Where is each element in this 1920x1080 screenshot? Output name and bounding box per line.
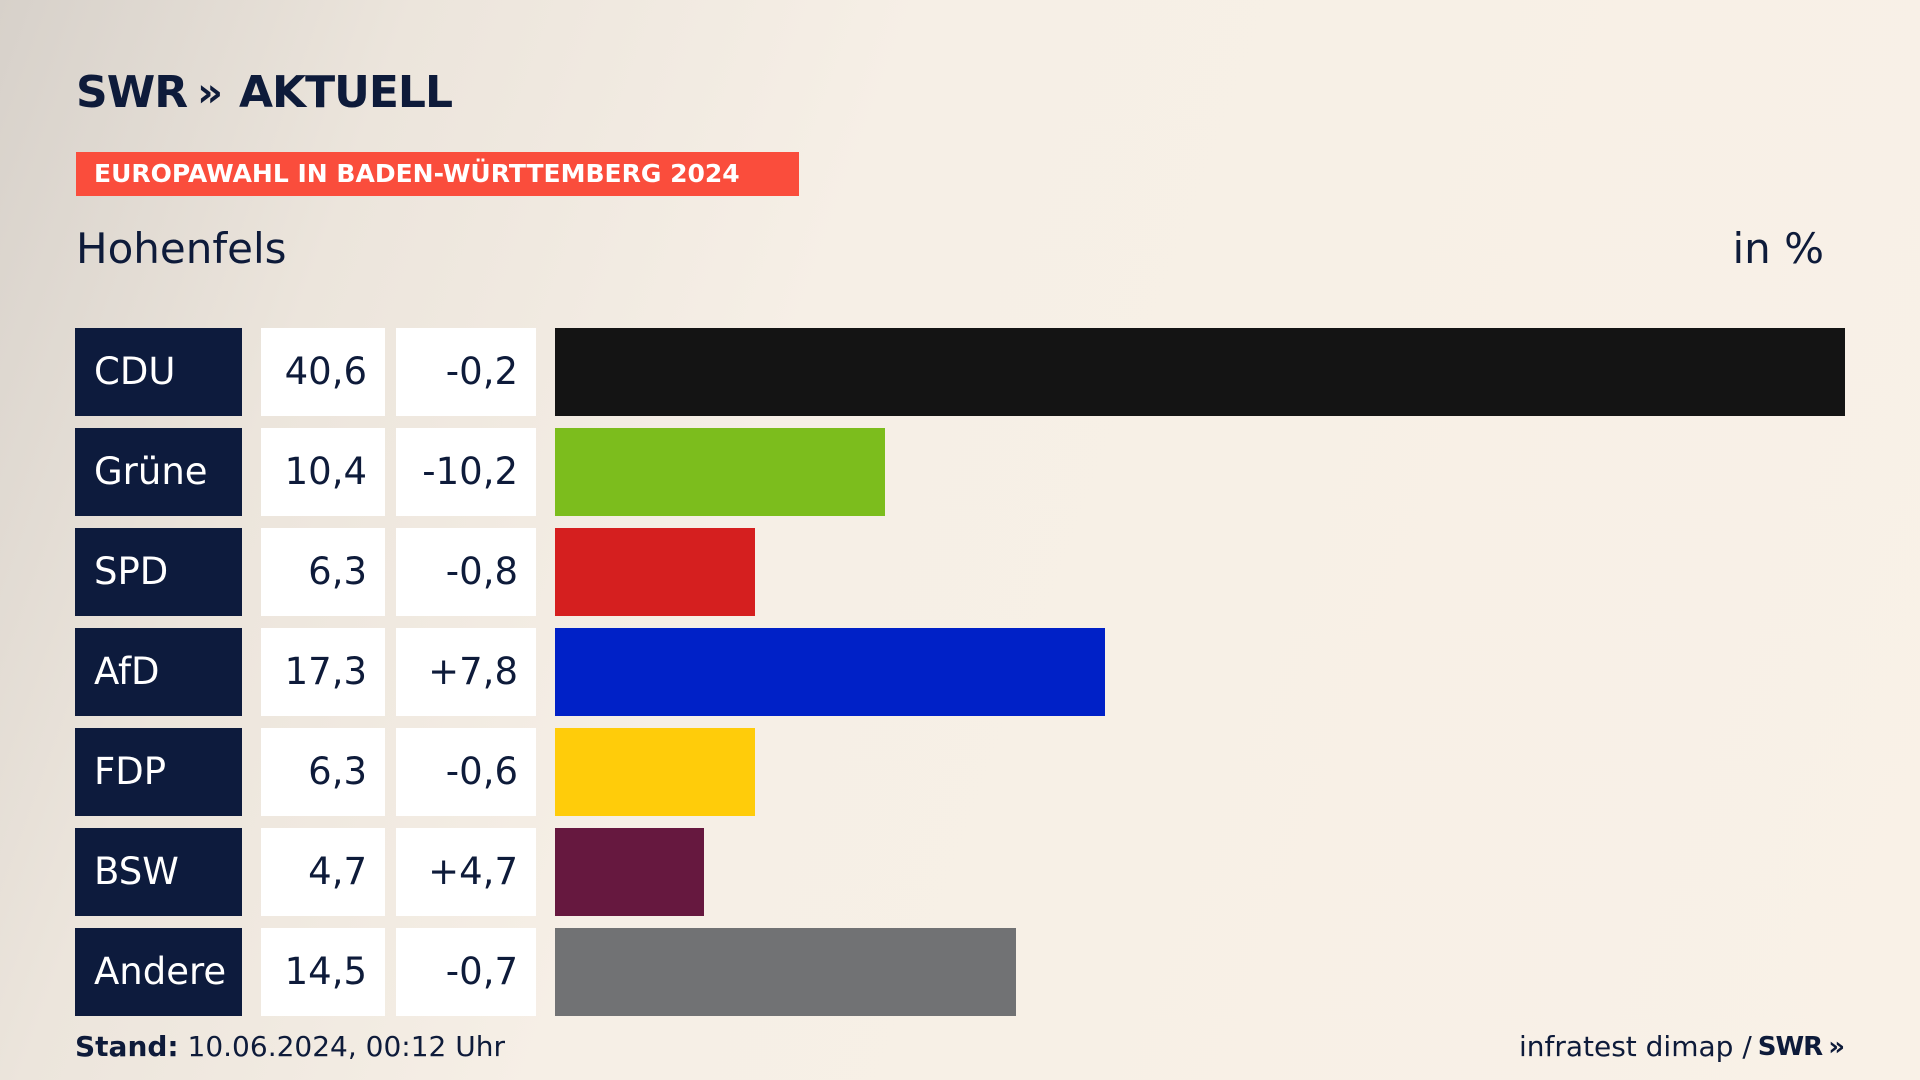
party-label: FDP xyxy=(75,728,242,816)
party-label: AfD xyxy=(75,628,242,716)
source-text: infratest dimap / xyxy=(1518,1030,1752,1063)
party-label: SPD xyxy=(75,528,242,616)
region-title: Hohenfels xyxy=(76,224,287,273)
vote-share-value: 4,7 xyxy=(261,828,385,916)
result-row: FDP 6,3 -0,6 xyxy=(0,728,1920,816)
result-row: Andere 14,5 -0,7 xyxy=(0,928,1920,1016)
source-swr-logo: SWR xyxy=(1757,1032,1823,1062)
change-value: -10,2 xyxy=(396,428,536,516)
vote-share-value: 17,3 xyxy=(261,628,385,716)
result-bar xyxy=(555,928,1016,1016)
vote-share-value: 6,3 xyxy=(261,528,385,616)
result-row: SPD 6,3 -0,8 xyxy=(0,528,1920,616)
result-row: Grüne 10,4 -10,2 xyxy=(0,428,1920,516)
vote-share-value: 6,3 xyxy=(261,728,385,816)
result-row: BSW 4,7 +4,7 xyxy=(0,828,1920,916)
result-row: AfD 17,3 +7,8 xyxy=(0,628,1920,716)
change-value: -0,7 xyxy=(396,928,536,1016)
unit-label: in % xyxy=(1732,224,1824,273)
result-bar xyxy=(555,628,1105,716)
result-bar xyxy=(555,828,704,916)
source-chevron-icon: » xyxy=(1828,1032,1845,1062)
source-credit: infratest dimap / SWR» xyxy=(1518,1030,1845,1064)
change-value: +7,8 xyxy=(396,628,536,716)
party-label: Andere xyxy=(75,928,242,1016)
logo-swr: SWR xyxy=(76,67,188,118)
result-bar xyxy=(555,728,755,816)
change-value: -0,2 xyxy=(396,328,536,416)
result-row: CDU 40,6 -0,2 xyxy=(0,328,1920,416)
vote-share-value: 10,4 xyxy=(261,428,385,516)
stand-label: Stand: xyxy=(75,1030,179,1063)
change-value: -0,8 xyxy=(396,528,536,616)
result-bar xyxy=(555,528,755,616)
party-label: BSW xyxy=(75,828,242,916)
result-bar xyxy=(555,328,1845,416)
result-bar xyxy=(555,428,885,516)
timestamp: Stand: 10.06.2024, 00:12 Uhr xyxy=(75,1030,505,1064)
stand-value: 10.06.2024, 00:12 Uhr xyxy=(187,1030,505,1063)
party-label: Grüne xyxy=(75,428,242,516)
change-value: -0,6 xyxy=(396,728,536,816)
vote-share-value: 40,6 xyxy=(261,328,385,416)
change-value: +4,7 xyxy=(396,828,536,916)
vote-share-value: 14,5 xyxy=(261,928,385,1016)
swr-aktuell-logo: SWR » AKTUELL xyxy=(76,67,453,118)
election-banner: EUROPAWAHL IN BADEN-WÜRTTEMBERG 2024 xyxy=(76,152,799,196)
party-label: CDU xyxy=(75,328,242,416)
logo-aktuell: AKTUELL xyxy=(238,67,453,118)
